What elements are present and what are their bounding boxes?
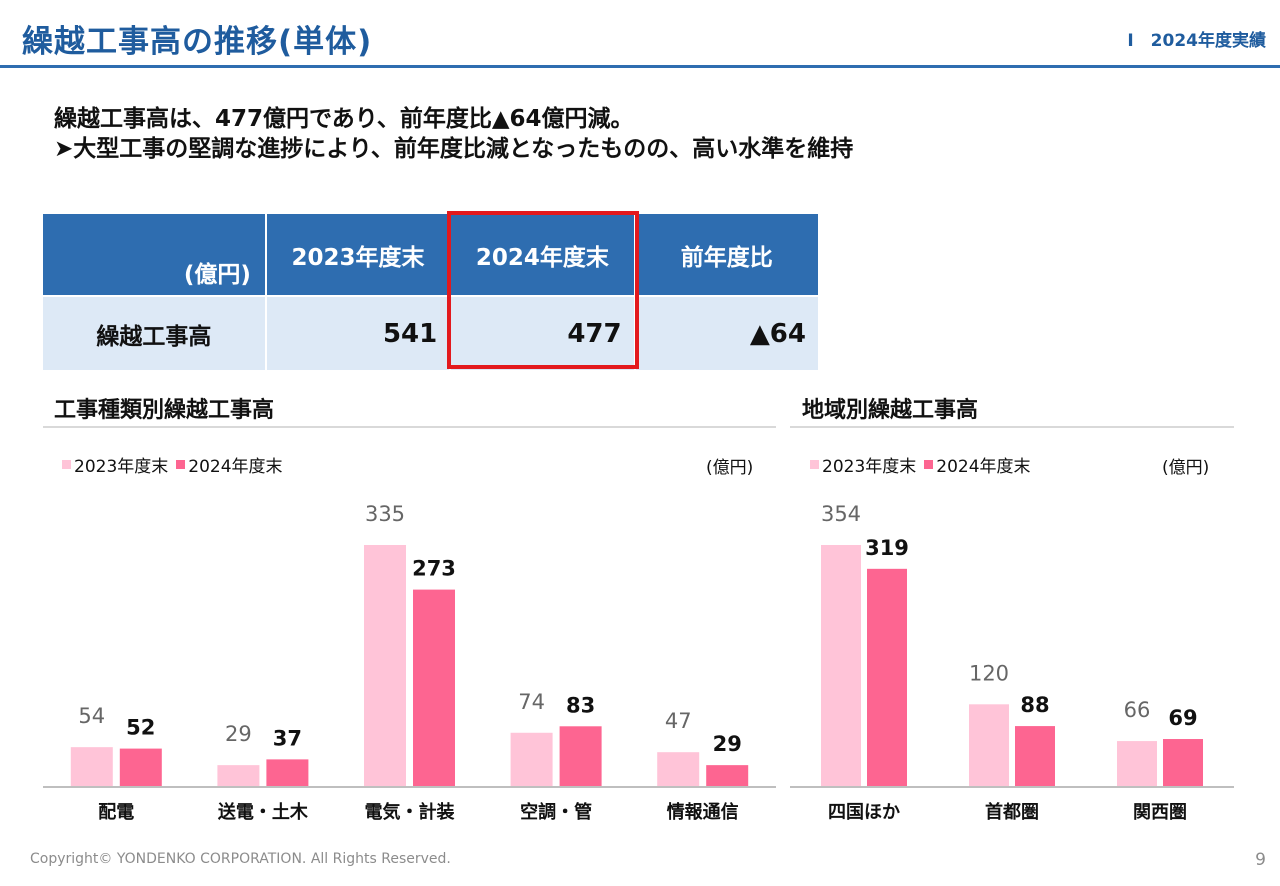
bar-2024-3 [559,726,602,786]
category-label-2: 電気・計装 [365,801,455,823]
table-unit-cell: (億円) [43,214,267,296]
summary-line-2: ➤大型工事の堅調な進捗により、前年度比減となったものの、高い水準を維持 [54,136,854,162]
legend-label-2023: 2023年度末 [74,457,169,477]
table-header-row: (億円) 2023年度末 2024年度末 前年度比 [43,214,821,296]
unit-label-left: (億円) [706,458,754,478]
legend-label-2024: 2024年度末 [188,457,283,477]
bar-2023-0 [70,747,113,786]
table-header-yoy: 前年度比 [634,214,821,296]
bar-2024-4 [706,765,749,786]
legend-swatch-2024 [176,460,186,469]
category-label-3: 空調・管 [520,801,592,823]
legend-item-2023: 2023年度末 [810,452,916,477]
legend-item-2024: 2024年度末 [176,452,283,477]
table-cell-2023: 541 [265,295,452,370]
bar-2023-2 [1117,741,1157,786]
page-title: 繰越工事高の推移(単体) [22,24,373,60]
table-row-label: 繰越工事高 [43,295,267,370]
bar-2023-0 [821,545,861,786]
legend-item-2023: 2023年度末 [62,452,168,477]
chart-by-type: 54 52 配電 29 37 送電・土木 335 273 電気・計装 74 83 空調・管 47 29 情報… [43,502,776,823]
legend-swatch-2024 [924,460,934,469]
category-label-4: 情報通信 [667,801,739,823]
summary-line-1: 繰越工事高は、477億円であり、前年度比▲64億円減。 [54,106,634,132]
data-label-2024-3: 83 [566,693,595,717]
data-label-2023-4: 47 [665,709,692,733]
bar-2024-0 [867,568,907,786]
data-label-2024-2: 69 [1168,706,1197,730]
data-label-2023-0: 54 [78,704,105,728]
table-cell-yoy: ▲64 [634,295,821,370]
data-label-2024-4: 29 [713,732,742,756]
bar-2023-1 [217,765,260,786]
table-cell-2024: 477 [450,295,636,370]
table-header-2024: 2024年度末 [450,214,636,296]
bar-2024-1 [1015,726,1055,786]
data-label-2023-2: 335 [365,502,405,526]
bar-2024-2 [413,589,455,786]
legend-right: 2023年度末 2024年度末 [810,452,1039,477]
bar-2024-1 [266,759,309,786]
category-label-0: 四国ほか [828,802,900,823]
bar-2024-0 [119,748,162,786]
highlight-box-2024 [447,211,639,369]
bar-2023-2 [364,545,406,786]
data-label-2024-0: 52 [126,716,155,740]
legend-label-2024: 2024年度末 [936,457,1031,477]
copyright: Copyright© YONDENKO CORPORATION. All Rig… [30,851,451,867]
legend-item-2024: 2024年度末 [924,452,1031,477]
table-row: 繰越工事高 541 477 ▲64 [43,295,821,370]
legend-swatch-2023 [62,460,71,469]
category-label-2: 関西圏 [1133,802,1187,823]
title-divider [0,65,1280,68]
data-label-2023-0: 354 [821,502,861,526]
bar-2023-3 [510,732,553,786]
category-label-1: 首都圏 [985,801,1039,823]
data-label-2024-1: 37 [273,726,302,750]
data-label-2024-0: 319 [865,536,909,560]
chart-title-by-type: 工事種類別繰越工事高 [54,398,275,423]
data-label-2023-1: 29 [225,722,252,746]
chart-title-rule-right [790,426,1234,428]
section-label: Ⅰ 2024年度実績 [1127,31,1266,51]
bar-2023-4 [657,752,700,786]
table-header-2023: 2023年度末 [265,214,452,296]
category-label-0: 配電 [98,802,134,823]
legend-swatch-2023 [810,460,819,469]
backlog-summary-table: (億円) 2023年度末 2024年度末 前年度比 繰越工事高 541 477 … [43,214,821,370]
unit-label-right: (億円) [1162,458,1210,478]
page-number: 9 [1255,850,1266,870]
summary-text: 繰越工事高は、477億円であり、前年度比▲64億円減。 ➤大型工事の堅調な進捗に… [54,104,853,164]
chart-title-by-region: 地域別繰越工事高 [802,398,979,423]
data-label-2024-2: 273 [412,557,456,581]
legend-label-2023: 2023年度末 [822,457,917,477]
category-label-1: 送電・土木 [217,801,309,823]
legend-left: 2023年度末 2024年度末 [62,452,291,477]
bar-2024-2 [1163,739,1203,786]
data-label-2023-3: 74 [518,690,545,714]
bar-2023-1 [969,704,1009,786]
data-label-2023-2: 66 [1124,698,1151,722]
data-label-2023-1: 120 [969,661,1009,685]
data-label-2024-1: 88 [1020,693,1049,717]
chart-title-rule-left [43,426,776,428]
